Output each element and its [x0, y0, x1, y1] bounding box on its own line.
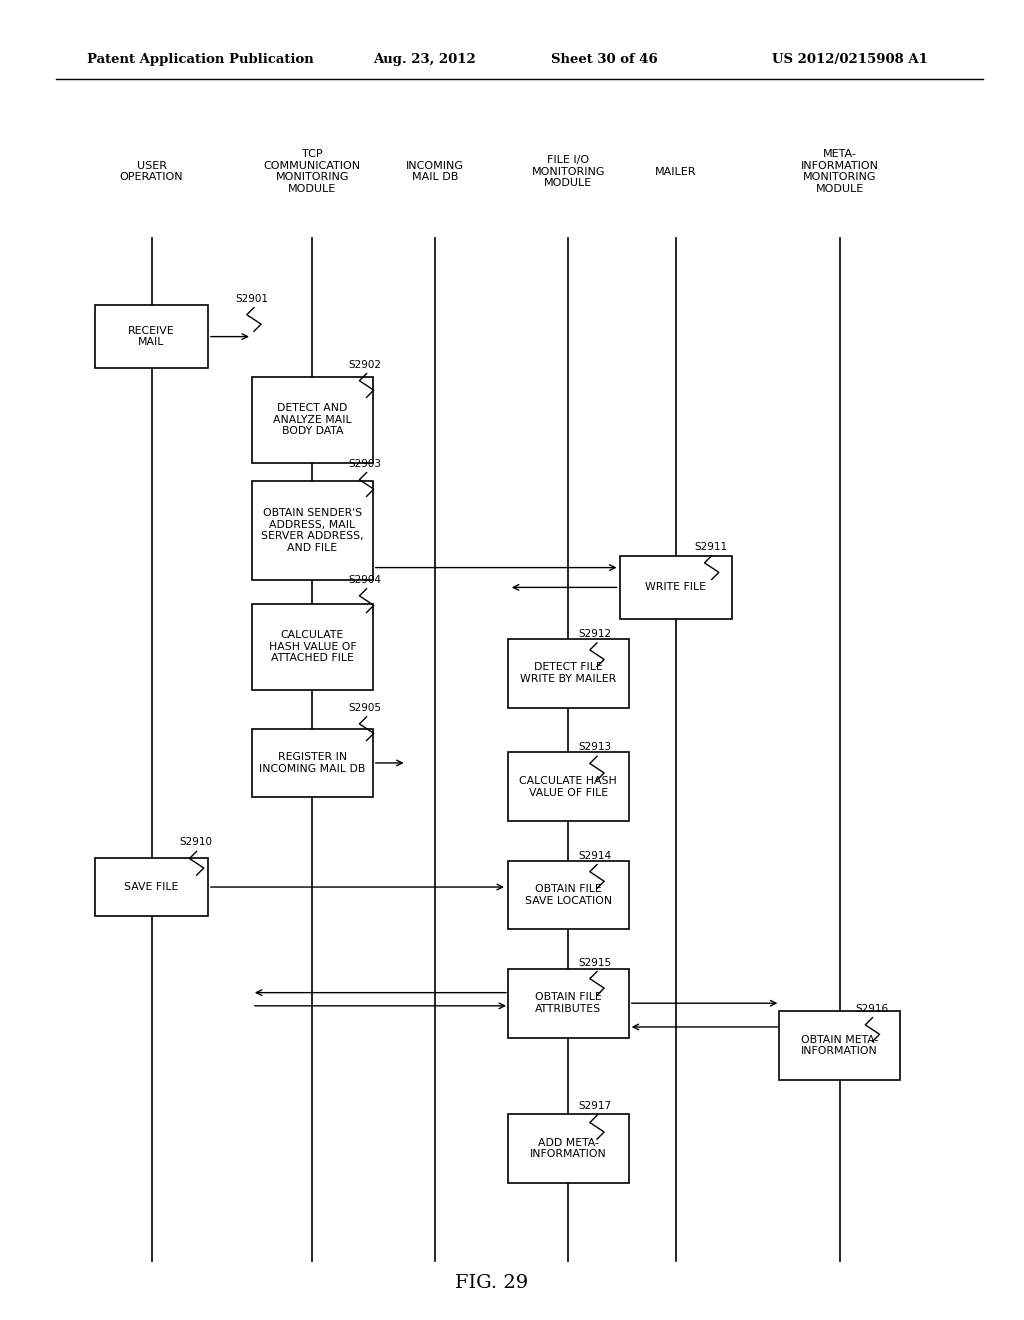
FancyBboxPatch shape: [508, 969, 629, 1038]
FancyBboxPatch shape: [95, 858, 208, 916]
Text: S2911: S2911: [694, 541, 727, 552]
Text: S2912: S2912: [579, 628, 611, 639]
Text: CALCULATE HASH
VALUE OF FILE: CALCULATE HASH VALUE OF FILE: [519, 776, 617, 797]
Text: S2915: S2915: [579, 957, 611, 968]
Text: US 2012/0215908 A1: US 2012/0215908 A1: [772, 53, 928, 66]
Text: REGISTER IN
INCOMING MAIL DB: REGISTER IN INCOMING MAIL DB: [259, 752, 366, 774]
Text: USER
OPERATION: USER OPERATION: [120, 161, 183, 182]
Text: SAVE FILE: SAVE FILE: [124, 882, 179, 892]
Text: MAILER: MAILER: [655, 166, 696, 177]
FancyBboxPatch shape: [95, 305, 208, 368]
Text: S2910: S2910: [179, 837, 212, 847]
Text: S2914: S2914: [579, 850, 611, 861]
Text: META-
INFORMATION
MONITORING
MODULE: META- INFORMATION MONITORING MODULE: [801, 149, 879, 194]
Text: S2917: S2917: [579, 1101, 611, 1111]
Text: S2905: S2905: [348, 702, 381, 713]
Text: S2904: S2904: [348, 574, 381, 585]
FancyBboxPatch shape: [252, 376, 373, 462]
Text: FIG. 29: FIG. 29: [455, 1274, 528, 1292]
Text: ADD META-
INFORMATION: ADD META- INFORMATION: [530, 1138, 606, 1159]
Text: RECEIVE
MAIL: RECEIVE MAIL: [128, 326, 175, 347]
Text: INCOMING
MAIL DB: INCOMING MAIL DB: [407, 161, 464, 182]
Text: Sheet 30 of 46: Sheet 30 of 46: [551, 53, 657, 66]
Text: S2913: S2913: [579, 742, 611, 752]
Text: OBTAIN SENDER'S
ADDRESS, MAIL
SERVER ADDRESS,
AND FILE: OBTAIN SENDER'S ADDRESS, MAIL SERVER ADD…: [261, 508, 364, 553]
Text: WRITE FILE: WRITE FILE: [645, 582, 707, 593]
Text: DETECT AND
ANALYZE MAIL
BODY DATA: DETECT AND ANALYZE MAIL BODY DATA: [273, 403, 351, 437]
Text: S2916: S2916: [855, 1003, 888, 1014]
FancyBboxPatch shape: [252, 605, 373, 689]
Text: Patent Application Publication: Patent Application Publication: [87, 53, 313, 66]
Text: S2901: S2901: [236, 293, 268, 304]
Text: FILE I/O
MONITORING
MODULE: FILE I/O MONITORING MODULE: [531, 154, 605, 189]
FancyBboxPatch shape: [252, 729, 373, 797]
FancyBboxPatch shape: [779, 1011, 900, 1080]
FancyBboxPatch shape: [620, 556, 732, 619]
Text: OBTAIN FILE
ATTRIBUTES: OBTAIN FILE ATTRIBUTES: [535, 993, 602, 1014]
FancyBboxPatch shape: [252, 482, 373, 581]
Text: CALCULATE
HASH VALUE OF
ATTACHED FILE: CALCULATE HASH VALUE OF ATTACHED FILE: [268, 630, 356, 664]
Text: OBTAIN FILE
SAVE LOCATION: OBTAIN FILE SAVE LOCATION: [524, 884, 612, 906]
Text: TCP
COMMUNICATION
MONITORING
MODULE: TCP COMMUNICATION MONITORING MODULE: [264, 149, 360, 194]
Text: DETECT FILE
WRITE BY MAILER: DETECT FILE WRITE BY MAILER: [520, 663, 616, 684]
FancyBboxPatch shape: [508, 861, 629, 929]
Text: S2902: S2902: [348, 359, 381, 370]
Text: OBTAIN META-
INFORMATION: OBTAIN META- INFORMATION: [801, 1035, 879, 1056]
Text: Aug. 23, 2012: Aug. 23, 2012: [374, 53, 476, 66]
Text: S2903: S2903: [348, 458, 381, 469]
FancyBboxPatch shape: [508, 639, 629, 708]
FancyBboxPatch shape: [508, 752, 629, 821]
FancyBboxPatch shape: [508, 1114, 629, 1183]
